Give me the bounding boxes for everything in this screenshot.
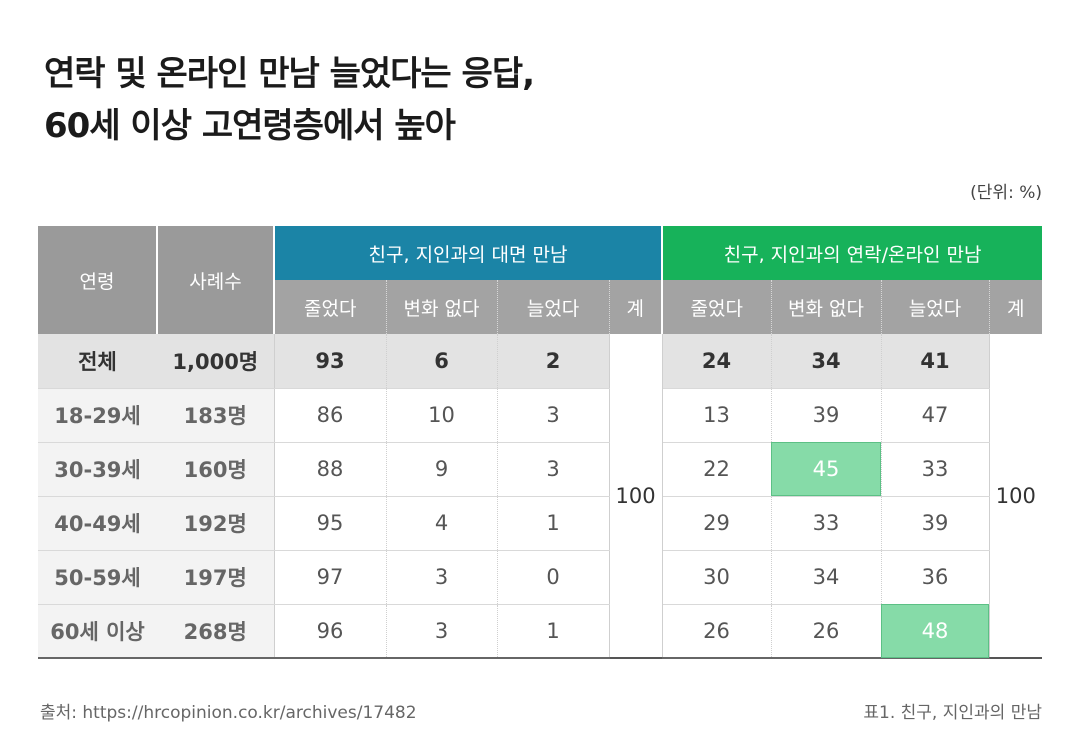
table-row-total: 전체 1,000명 93 6 2 100 24 34 41 100	[38, 334, 1043, 659]
cell-face-decrease: 88	[274, 442, 387, 497]
cell-face-nochange: 3	[386, 550, 498, 605]
cell-face-increase: 1	[497, 496, 610, 551]
subheader-face-nochange: 변화 없다	[386, 280, 498, 334]
cell-face-increase: 1	[497, 604, 610, 659]
table-row: 50-59세 197명 97 3 0 30 34 36	[38, 550, 1042, 605]
title-line-1: 연락 및 온라인 만남 늘었다는 응답,	[44, 54, 535, 94]
online-total-cell: 100	[989, 334, 1043, 659]
cell-face-increase: 3	[497, 388, 610, 443]
cell-online-decrease: 30	[662, 550, 772, 605]
cell-face-increase: 0	[497, 550, 610, 605]
cell-online-increase: 39	[881, 496, 990, 551]
cell-face-decrease: 93	[274, 334, 387, 389]
cell-face-nochange: 9	[386, 442, 498, 497]
row-age: 30-39세	[38, 442, 157, 497]
table-row: 18-29세 183명 86 10 3 13 39 47	[38, 388, 1042, 443]
cell-face-nochange: 4	[386, 496, 498, 551]
title-line-2: 60세 이상 고연령층에서 높아	[44, 106, 456, 146]
cell-face-decrease: 86	[274, 388, 387, 443]
row-count: 160명	[157, 442, 275, 497]
cell-online-decrease: 26	[662, 604, 772, 659]
cell-face-increase: 3	[497, 442, 610, 497]
subheader-online-nochange: 변화 없다	[771, 280, 882, 334]
cell-online-decrease: 29	[662, 496, 772, 551]
cell-online-nochange: 26	[771, 604, 882, 659]
subheader-face-increase: 늘었다	[497, 280, 610, 334]
row-count: 192명	[157, 496, 275, 551]
cell-online-increase-highlight: 48	[881, 604, 990, 659]
cell-face-decrease: 96	[274, 604, 387, 659]
cell-online-decrease: 24	[662, 334, 772, 389]
cell-face-decrease: 97	[274, 550, 387, 605]
cell-face-nochange: 3	[386, 604, 498, 659]
subheader-online-decrease: 줄었다	[662, 280, 772, 334]
header-group-face: 친구, 지인과의 대면 만남	[274, 226, 664, 280]
subheader-face-decrease: 줄었다	[274, 280, 387, 334]
cell-face-increase: 2	[497, 334, 610, 389]
cell-online-decrease: 22	[662, 442, 772, 497]
data-table: 연령 사례수 친구, 지인과의 대면 만남 친구, 지인과의 연락/온라인 만남…	[38, 226, 1043, 659]
row-age: 40-49세	[38, 496, 157, 551]
page-title: 연락 및 온라인 만남 늘었다는 응답, 60세 이상 고연령층에서 높아	[44, 48, 535, 152]
cell-face-nochange: 6	[386, 334, 498, 389]
row-age: 전체	[38, 334, 157, 389]
table-row: 60세 이상 268명 96 3 1 26 26 48	[38, 604, 1043, 659]
cell-online-increase: 36	[881, 550, 990, 605]
face-total-cell: 100	[609, 334, 663, 659]
subheader-online-total: 계	[989, 280, 1043, 334]
row-count: 1,000명	[157, 334, 275, 389]
cell-online-increase: 33	[881, 442, 990, 497]
header-group-online: 친구, 지인과의 연락/온라인 만남	[662, 226, 1043, 280]
cell-online-nochange-highlight: 45	[771, 442, 882, 497]
cell-online-nochange: 34	[771, 334, 882, 389]
cell-online-decrease: 13	[662, 388, 772, 443]
row-count: 183명	[157, 388, 275, 443]
subheader-online-increase: 늘었다	[881, 280, 990, 334]
row-age: 60세 이상	[38, 604, 157, 659]
cell-online-nochange: 33	[771, 496, 882, 551]
table-caption: 표1. 친구, 지인과의 만남	[863, 703, 1042, 723]
row-age: 18-29세	[38, 388, 157, 443]
header-count: 사례수	[157, 226, 275, 334]
header-age: 연령	[38, 226, 158, 334]
cell-face-decrease: 95	[274, 496, 387, 551]
row-count: 268명	[157, 604, 275, 659]
cell-online-increase: 47	[881, 388, 990, 443]
cell-online-increase: 41	[881, 334, 990, 389]
subheader-face-total: 계	[609, 280, 664, 334]
cell-face-nochange: 10	[386, 388, 498, 443]
cell-online-nochange: 34	[771, 550, 882, 605]
cell-online-nochange: 39	[771, 388, 882, 443]
row-age: 50-59세	[38, 550, 157, 605]
table-row: 30-39세 160명 88 9 3 22 45 33	[38, 442, 1042, 497]
unit-label: (단위: %)	[970, 183, 1042, 203]
table-row: 40-49세 192명 95 4 1 29 33 39	[38, 496, 1042, 551]
row-count: 197명	[157, 550, 275, 605]
source-note: 출처: https://hrcopinion.co.kr/archives/17…	[40, 703, 417, 723]
